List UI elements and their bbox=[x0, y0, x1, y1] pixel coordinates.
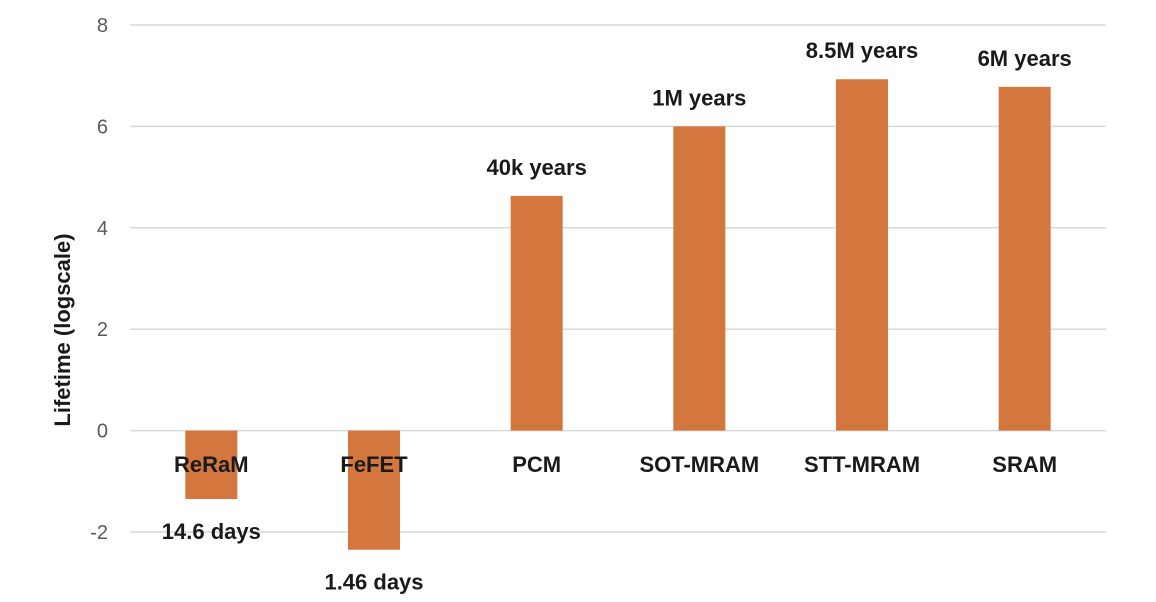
data-label: 8.5M years bbox=[806, 38, 919, 63]
y-tick-label: 0 bbox=[97, 421, 108, 443]
y-axis-title: Lifetime (logscale) bbox=[50, 233, 75, 426]
y-tick-label: 6 bbox=[97, 116, 108, 138]
y-tick-label: 4 bbox=[97, 218, 108, 240]
bars bbox=[185, 79, 1051, 550]
category-label: ReRaM bbox=[174, 452, 249, 477]
gridlines bbox=[130, 24, 1106, 533]
bar-stt-mram bbox=[836, 79, 888, 431]
data-label: 1.46 days bbox=[324, 570, 423, 595]
bar-reram bbox=[185, 430, 238, 500]
data-labels: 14.6 days 1.46 days 40k years 1M years 8.5M … bbox=[162, 38, 1072, 594]
y-tick-label: -2 bbox=[90, 522, 108, 544]
data-label: 1M years bbox=[652, 85, 746, 110]
y-tick-label: 2 bbox=[97, 319, 108, 341]
data-label: 6M years bbox=[978, 46, 1072, 71]
category-label: PCM bbox=[512, 452, 561, 477]
bar-fefet bbox=[348, 430, 400, 550]
bar-sot-mram bbox=[673, 126, 726, 431]
y-axis-tick-labels: -2 0 2 4 6 8 bbox=[90, 15, 108, 544]
data-label: 40k years bbox=[487, 155, 587, 180]
data-label: 14.6 days bbox=[162, 519, 261, 544]
category-labels: ReRaM FeFET PCM SOT-MRAM STT-MRAM SRAM bbox=[174, 452, 1057, 477]
category-label: SOT-MRAM bbox=[639, 452, 759, 477]
bar-pcm bbox=[510, 195, 563, 431]
category-label: STT-MRAM bbox=[804, 452, 920, 477]
bar-sram bbox=[998, 86, 1051, 431]
y-tick-label: 8 bbox=[97, 15, 108, 37]
category-label: SRAM bbox=[992, 452, 1057, 477]
category-label: FeFET bbox=[340, 452, 408, 477]
